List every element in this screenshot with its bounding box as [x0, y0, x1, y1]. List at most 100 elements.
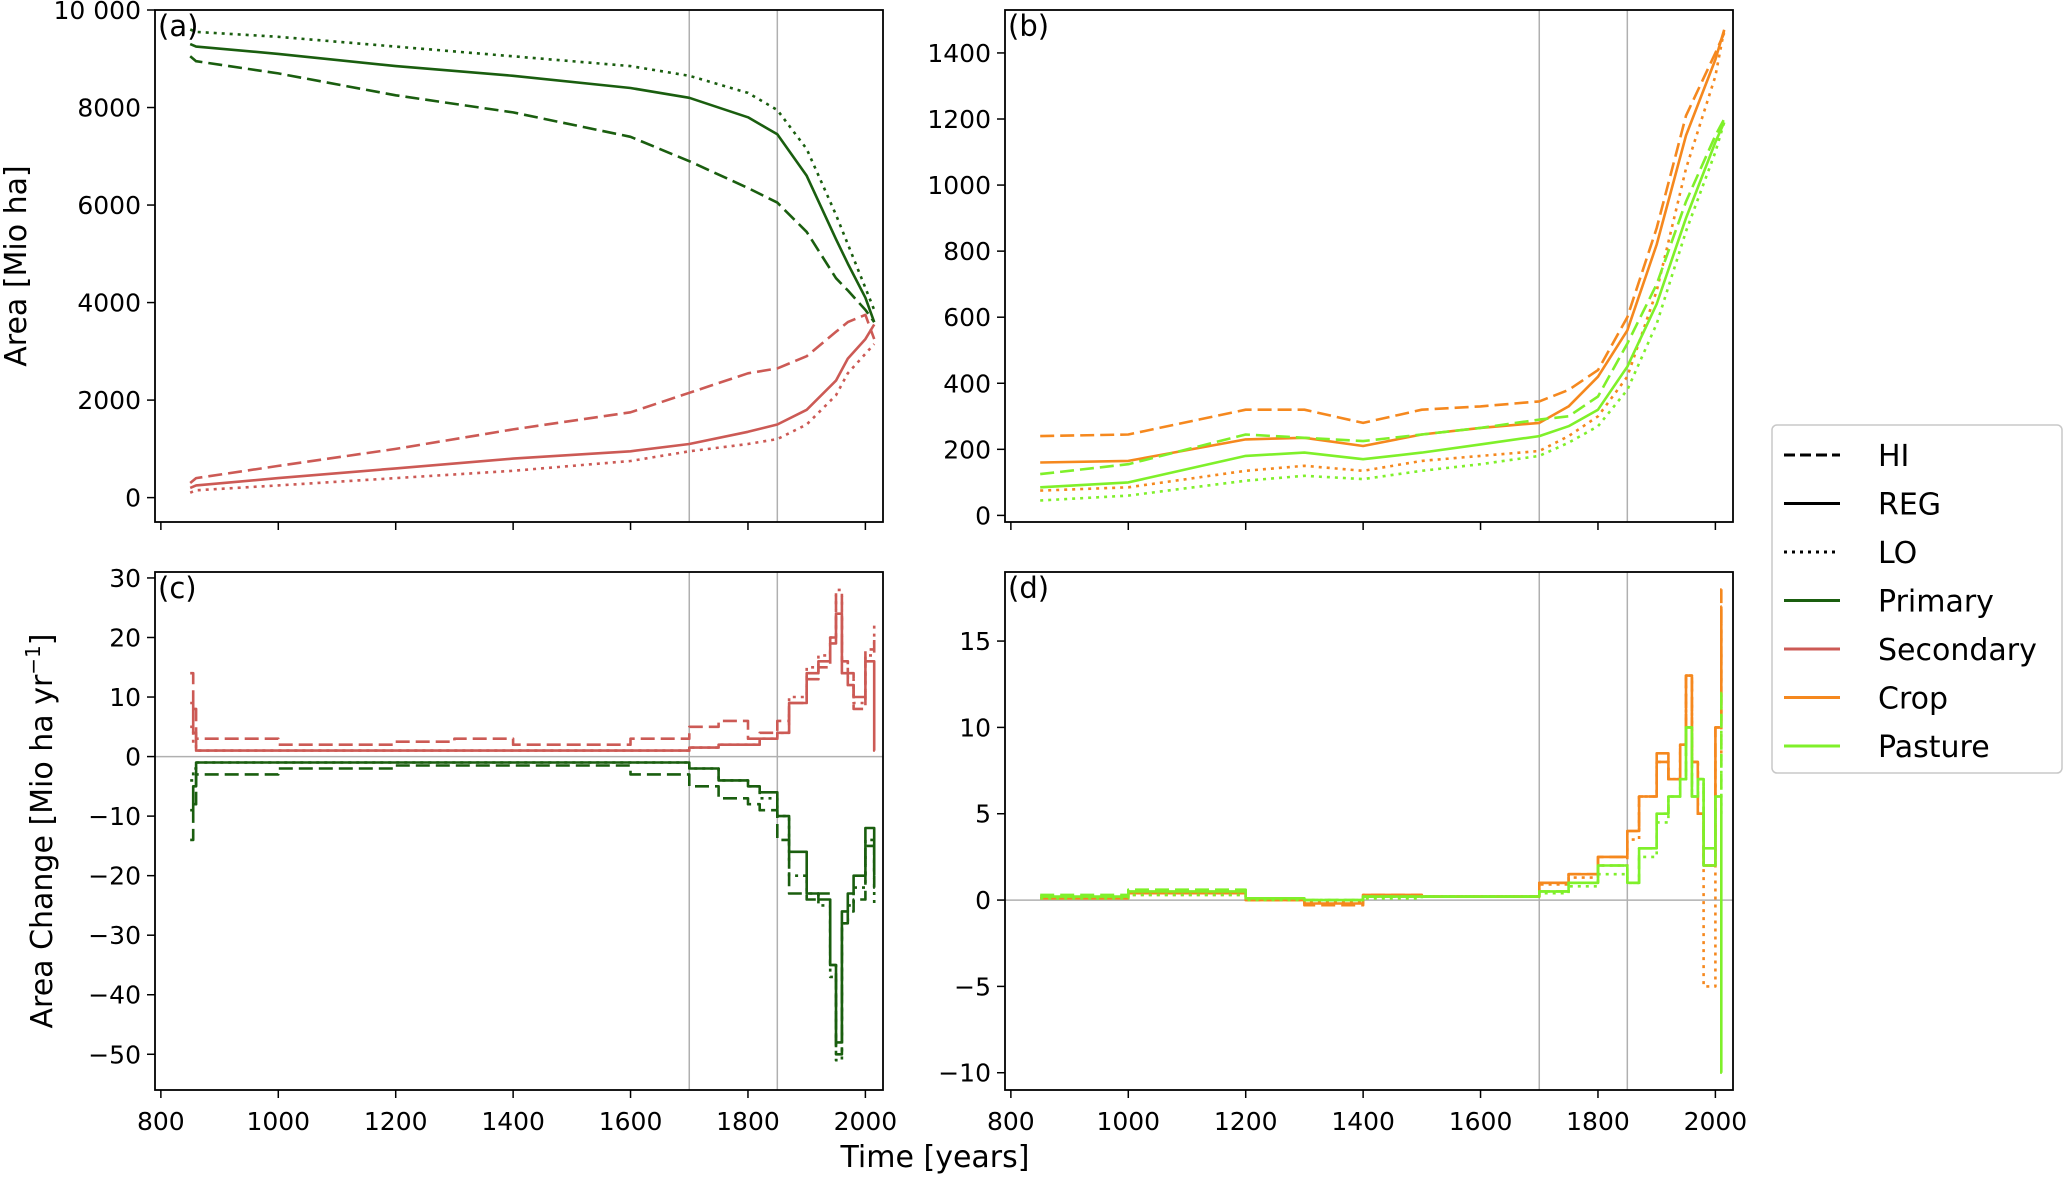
x-tick-label: 1800 [716, 1107, 780, 1136]
series-pasture-hi [1040, 691, 1723, 902]
panel-letter: (a) [158, 9, 198, 43]
y-tick-label: 0 [125, 743, 141, 772]
y-tick-label: 200 [943, 435, 991, 464]
plot-frame [1004, 571, 1734, 1091]
series-secondary-lo [190, 588, 876, 752]
y-tick-label: −10 [88, 802, 141, 831]
y-tick-label: 0 [125, 484, 141, 513]
y-tick-label: 0 [975, 886, 991, 915]
y-axis-label-exponent: −1 [21, 645, 45, 674]
x-tick-label: 1200 [1214, 1107, 1278, 1136]
x-tick-label: 1000 [246, 1107, 310, 1136]
x-tick-label: 1400 [481, 1107, 545, 1136]
series-primary-reg [190, 761, 876, 1044]
plot-frame [154, 9, 884, 523]
y-tick-label: 10 000 [54, 0, 141, 25]
panel-letter: (b) [1008, 9, 1049, 43]
x-tick-label: 800 [137, 1107, 185, 1136]
series-group [190, 588, 876, 1062]
series-secondary-hi [190, 594, 876, 746]
series-primary-hi [189, 55, 876, 323]
y-tick-label: 4000 [77, 289, 141, 318]
series-secondary-reg [190, 612, 876, 752]
plot-frame [154, 571, 884, 1091]
y-tick-label: 1200 [927, 105, 991, 134]
series-crop-reg [1040, 605, 1723, 905]
legend-entry-hi: HI [1784, 439, 1909, 474]
x-tick-label: 1000 [1096, 1107, 1160, 1136]
y-tick-label: −40 [88, 981, 141, 1010]
y-tick-label: 800 [943, 237, 991, 266]
y-tick-label: 10 [959, 713, 991, 742]
y-tick-label: 0 [975, 501, 991, 530]
y-tick-label: 600 [943, 303, 991, 332]
y-axis-label: Area [Mio ha] [0, 165, 34, 367]
legend-label: Primary [1878, 585, 1994, 620]
legend-entry-lo: LO [1784, 536, 1917, 571]
series-crop-lo [1040, 29, 1726, 492]
series-primary-reg [189, 42, 876, 323]
panel-letter: (d) [1008, 571, 1049, 605]
y-tick-label: −50 [88, 1040, 141, 1069]
panel-b: 0 200 400 600 800 1000 1200 1400 (b) [927, 9, 1734, 530]
series-primary-hi [190, 764, 876, 1056]
panel-d: −10 −5 0 5 10 15 800 1000 1200 1400 1600 1800 2000 (d… [938, 571, 1747, 1136]
legend: HI REG LO Primary Secondary Crop Pasture [1771, 424, 2063, 774]
x-tick-label: 1200 [364, 1107, 428, 1136]
legend-box [1771, 424, 2063, 774]
x-tick-label: 2000 [1684, 1107, 1748, 1136]
y-tick-label: 8000 [77, 94, 141, 123]
plot-frame [1004, 9, 1734, 523]
series-secondary-hi [189, 313, 876, 485]
y-tick-label: −20 [88, 862, 141, 891]
series-pasture-reg [1040, 121, 1726, 489]
y-tick-label: −10 [938, 1059, 991, 1088]
y-tick-label: 30 [109, 564, 141, 593]
y-tick-label: 15 [959, 627, 991, 656]
x-tick-label: 1600 [599, 1107, 663, 1136]
y-tick-label: 1000 [927, 171, 991, 200]
series-primary-lo [189, 28, 876, 311]
legend-entry-secondary: Secondary [1784, 633, 2037, 668]
legend-entry-reg: REG [1784, 488, 1941, 523]
y-tick-label: −30 [88, 921, 141, 950]
x-axis-label: Time [years] [840, 1140, 1030, 1175]
legend-entry-primary: Primary [1784, 585, 1994, 620]
series-crop-hi [1040, 32, 1726, 438]
y-tick-label: 1400 [927, 39, 991, 68]
y-tick-label: 400 [943, 369, 991, 398]
legend-label: Crop [1878, 682, 1948, 717]
series-group [1040, 588, 1723, 1074]
series-crop-lo [1040, 622, 1723, 988]
panel-c: −50 −40 −30 −20 −10 0 10 20 30 800 1000 1200 1400 160… [21, 564, 897, 1136]
series-group [1040, 29, 1726, 502]
y-tick-label: −5 [954, 972, 991, 1001]
y-tick-label: 2000 [77, 386, 141, 415]
x-tick-label: 800 [987, 1107, 1035, 1136]
y-tick-label: 5 [975, 800, 991, 829]
legend-label: Pasture [1878, 730, 1990, 765]
series-crop-reg [1040, 29, 1726, 464]
y-axis-label: Area Change [Mio ha yr−1] [21, 633, 60, 1028]
x-tick-label: 1400 [1331, 1107, 1395, 1136]
series-pasture-hi [1040, 118, 1726, 476]
y-tick-label: 20 [109, 623, 141, 652]
y-tick-label: 6000 [77, 191, 141, 220]
legend-entry-crop: Crop [1784, 682, 1948, 717]
y-tick-label: 10 [109, 683, 141, 712]
panel-a: 0 2000 4000 6000 8000 10 000 (a) Area [Mio ha] [0, 0, 884, 530]
series-group [189, 28, 876, 494]
x-tick-label: 1800 [1566, 1107, 1630, 1136]
series-pasture-lo [1040, 691, 1723, 902]
legend-label: Secondary [1878, 633, 2037, 668]
series-pasture-lo [1040, 121, 1726, 502]
panel-letter: (c) [158, 571, 197, 605]
legend-label: HI [1878, 439, 1909, 474]
y-axis-label-end: ] [25, 633, 60, 645]
x-tick-label: 2000 [834, 1107, 898, 1136]
series-primary-lo [190, 761, 876, 1062]
legend-label: REG [1878, 488, 1941, 523]
series-secondary-reg [189, 323, 876, 490]
legend-entry-pasture: Pasture [1784, 730, 1990, 765]
legend-label: LO [1878, 536, 1917, 571]
